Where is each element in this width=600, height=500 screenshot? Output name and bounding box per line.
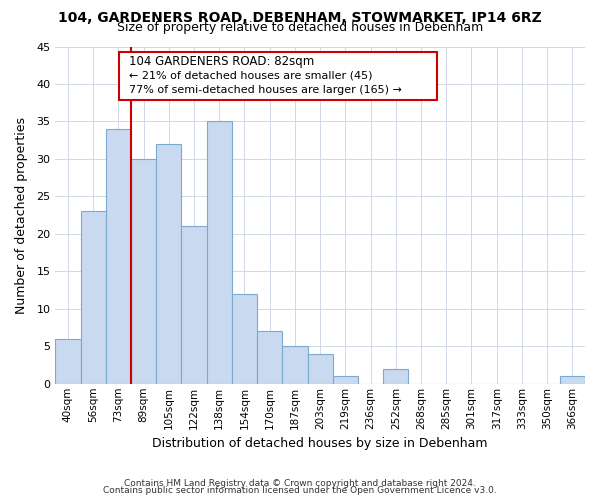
Text: 77% of semi-detached houses are larger (165) →: 77% of semi-detached houses are larger (… — [130, 86, 403, 96]
FancyBboxPatch shape — [119, 52, 437, 100]
Bar — [232, 294, 257, 384]
Bar — [333, 376, 358, 384]
Bar — [131, 159, 156, 384]
Text: Contains HM Land Registry data © Crown copyright and database right 2024.: Contains HM Land Registry data © Crown c… — [124, 478, 476, 488]
Text: Contains public sector information licensed under the Open Government Licence v3: Contains public sector information licen… — [103, 486, 497, 495]
Text: 104 GARDENERS ROAD: 82sqm: 104 GARDENERS ROAD: 82sqm — [130, 55, 315, 68]
Text: Size of property relative to detached houses in Debenham: Size of property relative to detached ho… — [117, 22, 483, 35]
Bar — [206, 122, 232, 384]
Bar — [383, 369, 409, 384]
Bar — [181, 226, 206, 384]
Bar — [560, 376, 585, 384]
X-axis label: Distribution of detached houses by size in Debenham: Distribution of detached houses by size … — [152, 437, 488, 450]
Bar — [55, 339, 80, 384]
Text: ← 21% of detached houses are smaller (45): ← 21% of detached houses are smaller (45… — [130, 70, 373, 80]
Bar — [106, 129, 131, 384]
Bar — [156, 144, 181, 384]
Y-axis label: Number of detached properties: Number of detached properties — [15, 116, 28, 314]
Bar — [308, 354, 333, 384]
Bar — [283, 346, 308, 384]
Bar — [80, 212, 106, 384]
Bar — [257, 332, 283, 384]
Text: 104, GARDENERS ROAD, DEBENHAM, STOWMARKET, IP14 6RZ: 104, GARDENERS ROAD, DEBENHAM, STOWMARKE… — [58, 11, 542, 25]
